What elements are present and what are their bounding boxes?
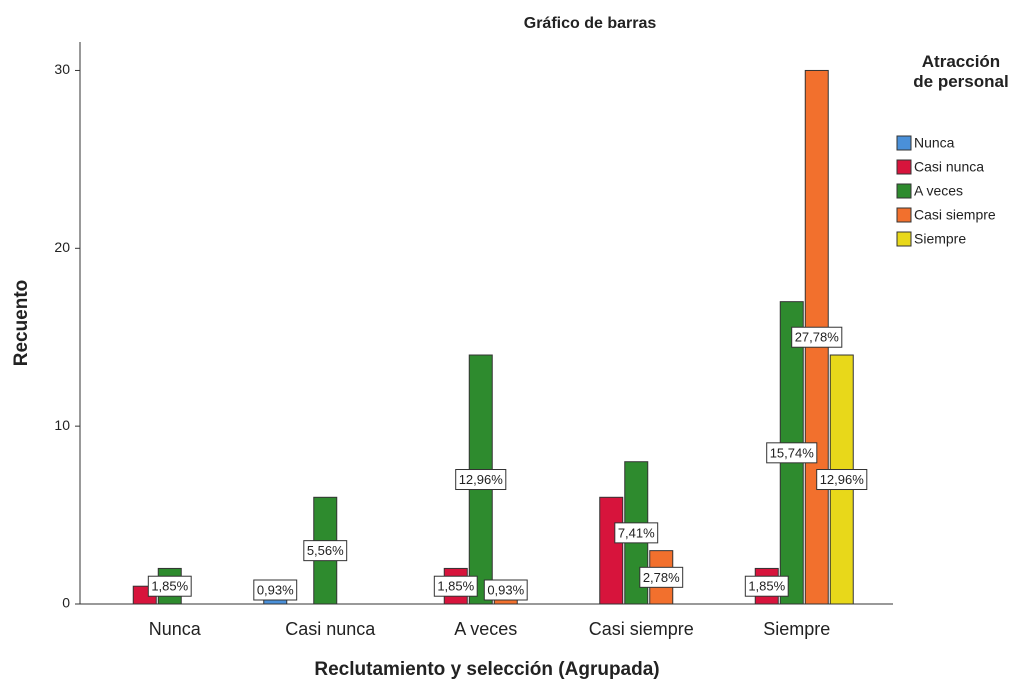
y-tick-label: 30 bbox=[54, 61, 70, 77]
legend-swatch bbox=[896, 159, 912, 175]
data-label: 7,41% bbox=[618, 525, 655, 540]
data-label-box bbox=[483, 579, 528, 601]
data-label: 0,93% bbox=[257, 582, 294, 597]
data-label: 12,96% bbox=[459, 472, 504, 487]
x-tick-label: Casi nunca bbox=[285, 619, 376, 639]
chart-title: Gráfico de barras bbox=[524, 15, 657, 32]
data-label: 2,78% bbox=[643, 570, 680, 585]
x-axis-label: Reclutamiento y selección (Agrupada) bbox=[314, 659, 659, 680]
data-label-box bbox=[791, 326, 843, 348]
data-label-box bbox=[816, 469, 868, 491]
y-tick-label: 10 bbox=[54, 417, 70, 433]
data-label: 27,78% bbox=[795, 330, 840, 345]
data-label-box bbox=[614, 522, 659, 544]
legend-swatch bbox=[896, 183, 912, 199]
legend-label: Nunca bbox=[914, 135, 955, 151]
data-label-box bbox=[455, 469, 507, 491]
legend-label: Casi nunca bbox=[914, 159, 984, 175]
data-label-box bbox=[744, 575, 789, 597]
x-tick-label: Casi siempre bbox=[589, 619, 694, 639]
bar bbox=[599, 496, 624, 605]
legend-label: A veces bbox=[914, 183, 963, 199]
x-tick-label: A veces bbox=[454, 619, 517, 639]
data-label: 1,85% bbox=[151, 579, 188, 594]
legend-title: Atracción de personal bbox=[913, 52, 1009, 91]
x-tick-label: Nunca bbox=[149, 619, 202, 639]
data-label: 1,85% bbox=[437, 579, 474, 594]
legend-swatch bbox=[896, 135, 912, 151]
y-axis-label: Recuento bbox=[11, 280, 32, 367]
data-label: 1,85% bbox=[748, 579, 785, 594]
y-tick-label: 0 bbox=[62, 595, 70, 611]
legend-label: Siempre bbox=[914, 231, 966, 247]
data-label-box bbox=[433, 575, 478, 597]
data-label-box bbox=[147, 575, 192, 597]
data-label: 0,93% bbox=[487, 582, 524, 597]
data-label-box bbox=[639, 566, 684, 588]
data-label-box bbox=[303, 540, 348, 562]
legend-swatch bbox=[896, 207, 912, 223]
data-label: 12,96% bbox=[820, 472, 865, 487]
data-label-box bbox=[253, 579, 298, 601]
data-label: 15,74% bbox=[770, 445, 815, 460]
x-tick-label: Siempre bbox=[763, 619, 830, 639]
data-label: 5,56% bbox=[307, 543, 344, 558]
y-tick-label: 20 bbox=[54, 239, 70, 255]
data-label-box bbox=[766, 442, 818, 464]
legend-swatch bbox=[896, 231, 912, 247]
legend-label: Casi siempre bbox=[914, 207, 996, 223]
